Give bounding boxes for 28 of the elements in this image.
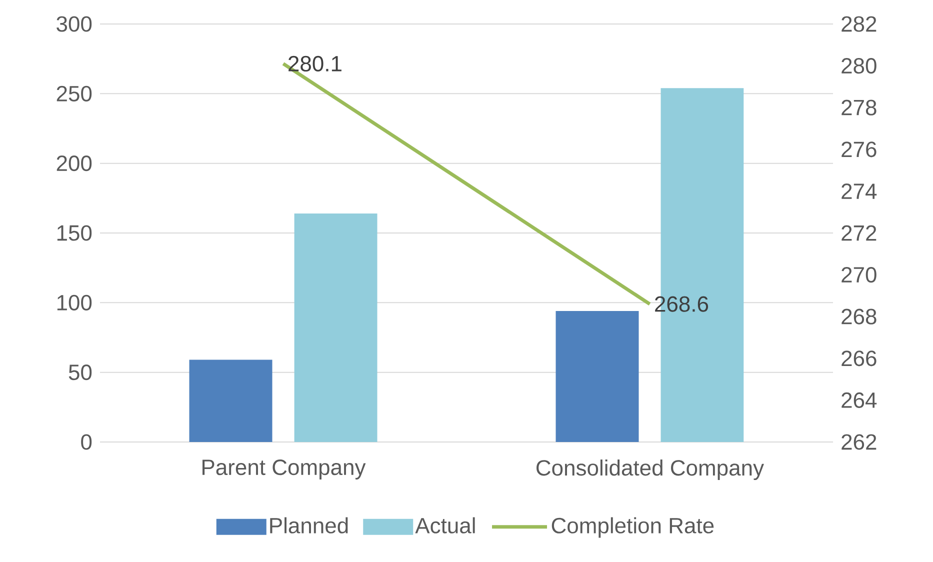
legend-label: Completion Rate	[552, 517, 714, 538]
y2-tick-label: 280	[842, 58, 876, 74]
data-label: 280.1	[288, 56, 342, 72]
y2-tick-label: 264	[842, 392, 877, 408]
y2-tick-label: 268	[842, 308, 876, 324]
y-tick-label: 100	[57, 294, 92, 310]
y2-tick-label: 278	[842, 100, 876, 116]
y2-tick-label: 266	[842, 350, 876, 366]
bar	[189, 360, 272, 442]
bar	[556, 311, 639, 442]
y-tick-label: 150	[57, 225, 92, 241]
y-tick-label: 50	[68, 364, 92, 380]
x-tick-label: Consolidated Company	[536, 460, 764, 480]
y2-tick-label: 262	[842, 434, 876, 450]
y-tick-label: 300	[56, 16, 92, 32]
y-tick-label: 0	[81, 434, 92, 450]
x-tick-label: Parent Company	[202, 460, 366, 480]
y-tick-label: 200	[56, 156, 92, 172]
y2-tick-label: 276	[842, 142, 876, 158]
y-tick-label: 250	[56, 86, 92, 102]
y2-tick-label: 282	[842, 16, 876, 32]
y2-tick-label: 270	[842, 267, 876, 283]
legend-label: Actual	[415, 517, 475, 534]
y2-tick-label: 274	[842, 184, 877, 199]
data-label: 268.6	[655, 296, 708, 312]
bar	[294, 213, 378, 442]
y2-tick-label: 272	[842, 225, 876, 241]
legend-label: Planned	[270, 517, 348, 534]
